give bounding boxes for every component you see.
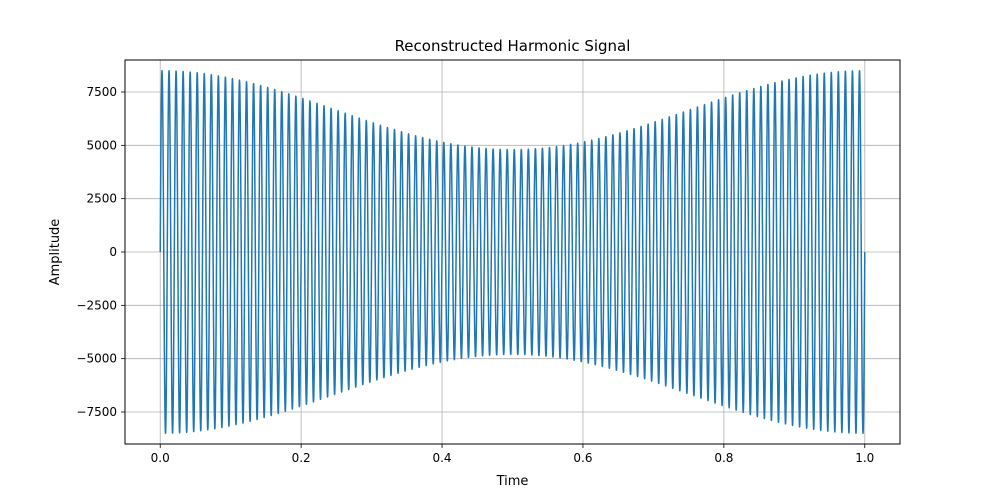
y-tick-label: −2500 [76,298,117,312]
y-tick-label: −5000 [76,352,117,366]
x-tick-label: 0.6 [573,451,592,465]
x-axis-label: Time [496,474,529,489]
x-tick-label: 0.8 [714,451,733,465]
x-tick-label: 0.4 [432,451,451,465]
y-tick-label: 5000 [86,138,117,152]
y-axis-label: Amplitude [48,219,63,286]
x-tick-label: 0.2 [292,451,311,465]
y-tick-label: 7500 [86,85,117,99]
y-tick-label: −7500 [76,405,117,419]
x-tick-label: 1.0 [855,451,874,465]
y-tick-label: 2500 [86,192,117,206]
x-tick-label: 0.0 [151,451,170,465]
y-tick-label: 0 [109,245,117,259]
chart-title: Reconstructed Harmonic Signal [395,37,631,55]
